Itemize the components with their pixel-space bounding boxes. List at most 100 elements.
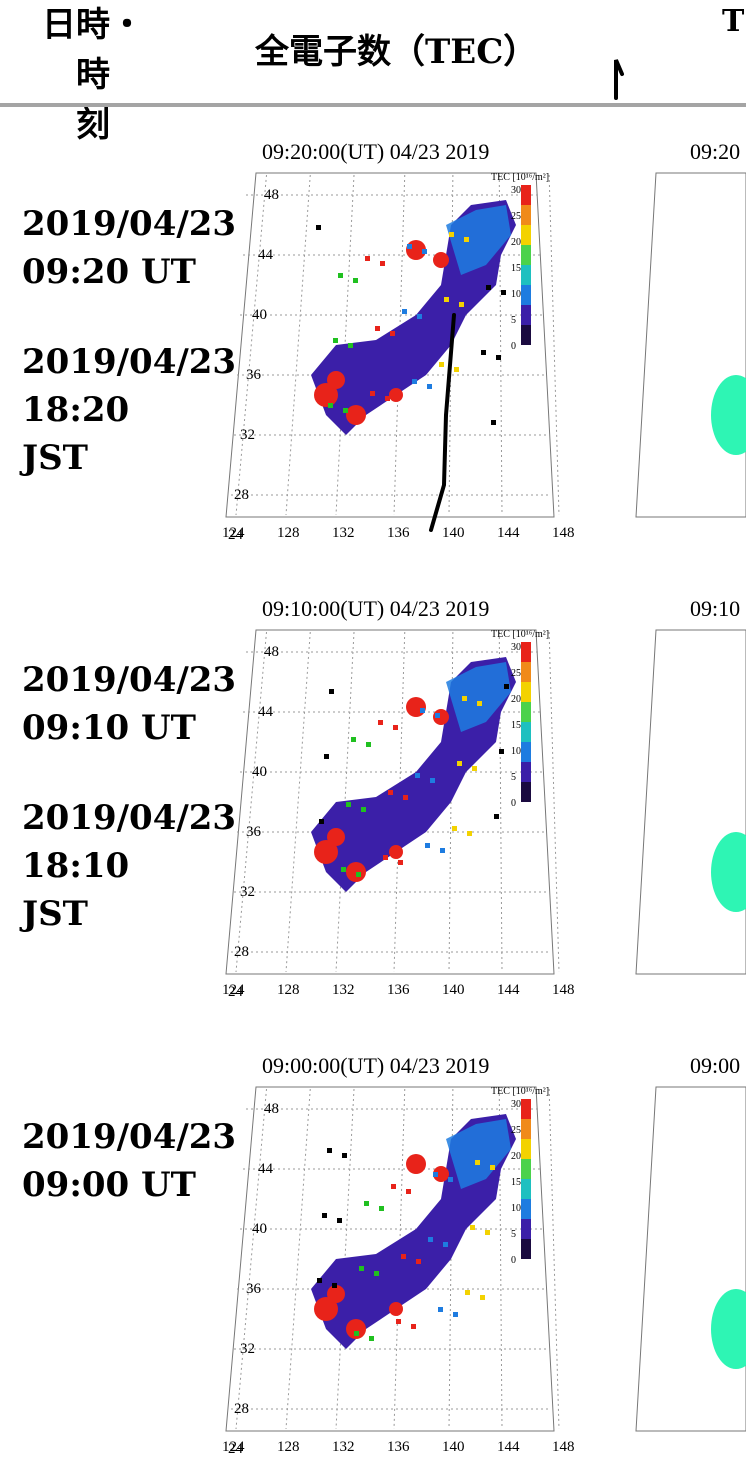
gnss-station-dot — [477, 701, 482, 706]
japan-tec-mid — [446, 1119, 511, 1189]
gnss-station-dot — [359, 1266, 364, 1271]
gnss-station-dot — [438, 1307, 443, 1312]
gnss-station-dot — [354, 1331, 359, 1336]
colorbar-segment — [521, 682, 531, 702]
lat-label: 48 — [264, 1101, 279, 1117]
gnss-station-dot — [427, 384, 432, 389]
gnss-station-dot — [391, 1184, 396, 1189]
colorbar-segment — [521, 662, 531, 682]
gnss-station-dot — [457, 761, 462, 766]
gnss-station-dot — [317, 1278, 322, 1283]
row-2-ut-time: 09:10 UT — [22, 708, 196, 748]
gnss-station-dot — [425, 843, 430, 848]
lon-gridline — [285, 174, 311, 516]
lat-label: 32 — [240, 427, 255, 443]
tec-high-patch — [314, 840, 338, 864]
right-panel-tec — [711, 832, 746, 912]
row-1-ut-time: 09:20 UT — [22, 252, 196, 292]
gnss-station-dot — [385, 396, 390, 401]
colorbar-segment — [521, 1139, 531, 1159]
gnss-station-dot — [499, 749, 504, 754]
right-panel-tec — [711, 1289, 746, 1369]
gnss-station-dot — [396, 1319, 401, 1324]
tec-high-patch — [433, 1166, 449, 1182]
gnss-station-dot — [348, 343, 353, 348]
colorbar-tick: 15 — [511, 1177, 521, 1188]
lon-label: 132 — [332, 982, 355, 998]
lon-label: 144 — [497, 525, 520, 541]
colorbar-tick: 25 — [511, 668, 521, 679]
handwritten-stroke-mark — [614, 59, 624, 100]
gnss-station-dot — [412, 379, 417, 384]
tec-high-patch — [406, 697, 426, 717]
gnss-station-dot — [378, 720, 383, 725]
colorbar-tick: 25 — [511, 1125, 521, 1136]
colorbar-tick: 25 — [511, 211, 521, 222]
lon-label: 148 — [552, 1439, 575, 1455]
lon-label: 128 — [277, 1439, 300, 1455]
tec-high-patch — [346, 405, 366, 425]
lon-gridline — [548, 174, 560, 516]
colorbar-segment — [521, 722, 531, 742]
row-2-jst-date: 2019/04/23 — [22, 798, 237, 838]
gnss-station-dot — [464, 237, 469, 242]
colorbar-segment — [521, 1159, 531, 1179]
tec-high-patch — [389, 1302, 403, 1316]
tec-high-patch — [314, 383, 338, 407]
lon-label: 124 — [222, 525, 245, 541]
colorbar-segment — [521, 225, 531, 245]
row-1-time-label: 2019/04/23 09:20 UT 2019/04/23 18:20 JST — [22, 200, 236, 482]
colorbar-segment — [521, 325, 531, 345]
gnss-station-dot — [380, 261, 385, 266]
row-2-right-map-title: 09:10 — [690, 596, 741, 621]
colorbar-tick: 30 — [511, 642, 521, 653]
gnss-station-dot — [322, 1213, 327, 1218]
lon-gridline — [235, 174, 267, 516]
gnss-station-dot — [465, 1290, 470, 1295]
row-1-ut-date: 2019/04/23 — [22, 204, 237, 244]
lon-label: 148 — [552, 982, 575, 998]
colorbar-tick: 15 — [511, 263, 521, 274]
gnss-station-dot — [401, 1254, 406, 1259]
gnss-station-dot — [420, 708, 425, 713]
gnss-station-dot — [428, 1237, 433, 1242]
gnss-station-dot — [365, 256, 370, 261]
lon-label: 140 — [442, 525, 465, 541]
lon-label: 140 — [442, 982, 465, 998]
colorbar-tick: 0 — [511, 1255, 516, 1266]
lon-label: 136 — [387, 982, 410, 998]
colorbar-tick: 5 — [511, 1229, 516, 1240]
gnss-station-dot — [402, 309, 407, 314]
row-2-jst-time: 18:10 — [22, 846, 130, 886]
colorbar-segment — [521, 642, 531, 662]
row-1-jst-tz: JST — [22, 438, 88, 478]
colorbar-segment — [521, 1199, 531, 1219]
lon-label: 132 — [332, 1439, 355, 1455]
tec-high-patch — [327, 828, 345, 846]
lat-label: 40 — [252, 764, 267, 780]
lat-label: 36 — [246, 367, 262, 383]
gnss-station-dot — [370, 391, 375, 396]
gnss-station-dot — [333, 338, 338, 343]
row-1-jst-date: 2019/04/23 — [22, 342, 237, 382]
gnss-station-dot — [439, 362, 444, 367]
gnss-station-dot — [480, 1295, 485, 1300]
colorbar-segment — [521, 285, 531, 305]
lon-label: 128 — [277, 525, 300, 541]
gnss-station-dot — [433, 1172, 438, 1177]
colorbar-segment — [521, 185, 531, 205]
gnss-station-dot — [341, 867, 346, 872]
gnss-station-dot — [417, 314, 422, 319]
right-panel-frame — [635, 629, 746, 975]
gnss-station-dot — [353, 278, 358, 283]
row-1-right-map-title: 09:20 — [690, 139, 741, 164]
map-frame — [225, 172, 555, 518]
right-column-header: T — [722, 4, 745, 39]
row-3-right-map-title: 09:00 — [690, 1053, 741, 1078]
lon-gridline — [548, 1088, 560, 1430]
gnss-station-dot — [327, 1148, 332, 1153]
right-panel-frame — [635, 1086, 746, 1432]
gnss-station-dot — [375, 326, 380, 331]
gnss-station-dot — [486, 285, 491, 290]
